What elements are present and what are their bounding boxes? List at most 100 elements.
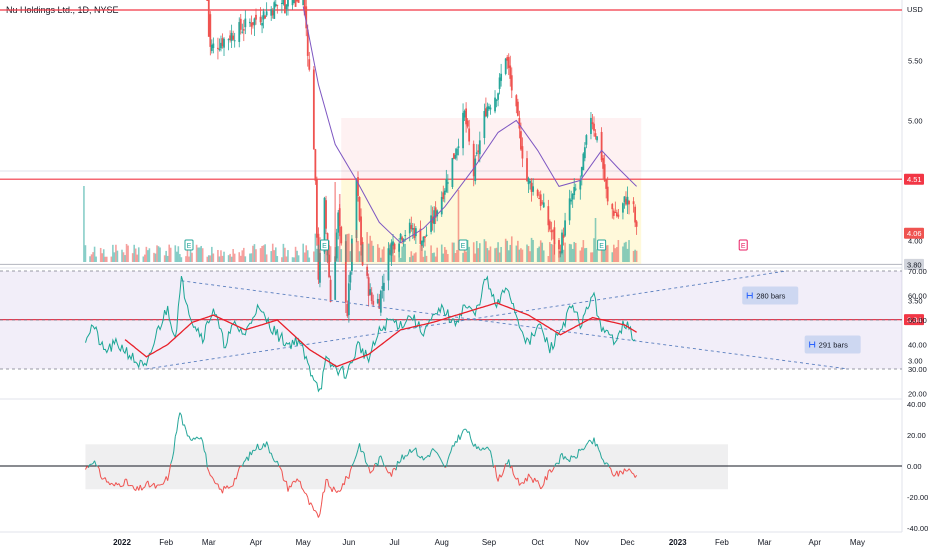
candle-body <box>441 197 443 214</box>
volume-bar <box>607 245 609 262</box>
candle-body <box>505 59 507 74</box>
volume-bar <box>528 246 530 262</box>
candle-body <box>241 32 243 33</box>
volume-bar <box>138 247 140 262</box>
volume-bar <box>433 253 435 262</box>
price-label-level: 4.51 <box>904 174 924 185</box>
oscillator-segment <box>466 429 468 432</box>
candle-body <box>445 179 447 192</box>
volume-bar <box>223 252 225 262</box>
candle-body <box>244 19 246 28</box>
candle-body <box>607 187 609 202</box>
candle-body <box>415 228 417 236</box>
volume-bar <box>222 256 224 262</box>
volume-bar <box>249 254 251 262</box>
volume-bar <box>359 251 361 262</box>
volume-bar <box>541 243 543 262</box>
volume-bar <box>401 247 403 262</box>
volume-bar <box>185 256 187 262</box>
earnings-marker: E <box>598 240 606 250</box>
volume-bar <box>149 248 151 262</box>
volume-bar <box>403 244 405 262</box>
volume-bar <box>261 246 263 262</box>
volume-bar <box>240 256 242 262</box>
volume-bar <box>219 256 221 262</box>
volume-bar <box>260 248 262 262</box>
volume-bar <box>337 246 339 262</box>
candle-body <box>540 194 542 206</box>
candle-body <box>496 100 498 101</box>
volume-bar <box>426 256 428 262</box>
volume-bar <box>101 253 103 262</box>
volume-bar <box>170 248 172 262</box>
volume-bar <box>573 242 575 262</box>
volume-bar <box>540 240 542 262</box>
volume-bar <box>94 247 96 262</box>
volume-bar <box>595 218 597 262</box>
volume-bar <box>187 249 189 262</box>
volume-bar <box>410 251 412 262</box>
volume-bar <box>456 250 458 262</box>
candle-body <box>537 190 539 196</box>
volume-bar <box>549 242 551 262</box>
volume-bar <box>484 239 486 262</box>
volume-bar <box>133 245 135 262</box>
volume-bar <box>520 248 522 262</box>
volume-bar <box>453 243 455 262</box>
volume-bar <box>601 249 603 262</box>
candle-body <box>564 220 566 235</box>
volume-bar <box>104 257 106 262</box>
volume-bar <box>579 251 581 262</box>
earnings-marker: E <box>739 240 747 250</box>
oscillator-tick-label: -20.00 <box>907 493 928 502</box>
oscillator-segment <box>180 413 182 416</box>
volume-bar <box>255 249 257 262</box>
volume-bar <box>537 248 539 262</box>
volume-bar <box>488 250 490 262</box>
candle-body <box>209 14 211 47</box>
volume-bar <box>499 252 501 262</box>
candle-body <box>474 159 476 181</box>
volume-bar <box>360 246 362 262</box>
volume-bar <box>494 248 496 262</box>
volume-bar <box>263 245 265 262</box>
volume-bar <box>551 244 553 262</box>
volume-bar <box>305 245 307 262</box>
candle-body <box>455 155 457 158</box>
volume-bar <box>202 248 204 262</box>
volume-bar <box>421 245 423 262</box>
volume-bar <box>636 251 638 262</box>
candle-body <box>593 124 595 131</box>
candle-body <box>234 40 236 41</box>
oscillator-segment <box>186 430 188 436</box>
volume-bar <box>318 245 320 262</box>
candle-body <box>467 121 469 127</box>
candle-body <box>456 149 458 156</box>
time-axis-label: Aug <box>435 538 449 547</box>
time-axis-label: May <box>296 538 311 547</box>
volume-bar <box>114 252 116 262</box>
candle-body <box>633 201 635 204</box>
volume-bar <box>479 243 481 262</box>
time-axis-label: Apr <box>809 538 822 547</box>
volume-bar <box>286 256 288 262</box>
volume-bar <box>92 252 94 262</box>
volume-bar <box>85 245 87 262</box>
oscillator-segment <box>462 430 464 434</box>
volume-bar <box>382 249 384 262</box>
candle-body <box>569 198 571 220</box>
candle-body <box>276 5 278 6</box>
volume-bar <box>415 252 417 262</box>
volume-bar <box>304 252 306 262</box>
volume-bar <box>596 249 598 262</box>
volume-bar <box>135 249 137 262</box>
oscillator-segment <box>460 435 462 440</box>
volume-bar <box>474 254 476 262</box>
volume-bar <box>522 250 524 262</box>
volume-bar <box>506 241 508 262</box>
volume-bar <box>272 244 274 262</box>
volume-bar <box>362 244 364 262</box>
candle-body <box>497 93 499 99</box>
volume-bar <box>210 255 212 262</box>
